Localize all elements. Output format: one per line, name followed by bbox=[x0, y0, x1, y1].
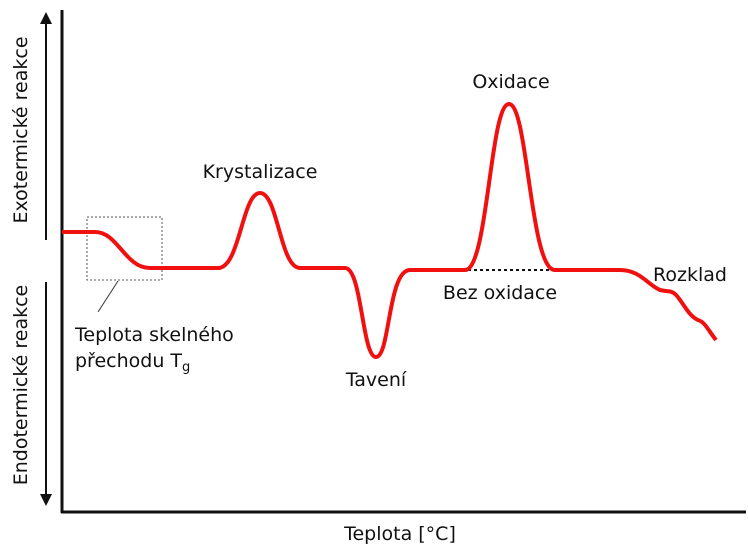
glass-transition-line2: přechodu Tg bbox=[75, 350, 190, 375]
glass-transition-line1: Teplota skelného bbox=[74, 324, 234, 346]
dsc-curve bbox=[62, 102, 718, 359]
melting-label: Tavení bbox=[345, 369, 407, 391]
glass-transition-box bbox=[86, 216, 163, 281]
oxidation-label: Oxidace bbox=[472, 71, 549, 93]
x-axis-label: Teplota [°C] bbox=[343, 523, 456, 545]
y-lower-label: Endotermické reakce bbox=[10, 285, 32, 486]
no-oxidation-label: Bez oxidace bbox=[443, 282, 557, 304]
y-upper-label: Exotermické reakce bbox=[10, 36, 32, 223]
crystallization-label: Krystalizace bbox=[203, 161, 318, 183]
glass-transition-subscript: g bbox=[182, 360, 190, 375]
callout-line bbox=[97, 280, 119, 313]
glass-transition-text: přechodu T bbox=[75, 350, 182, 372]
decomposition-label: Rozklad bbox=[653, 264, 727, 286]
